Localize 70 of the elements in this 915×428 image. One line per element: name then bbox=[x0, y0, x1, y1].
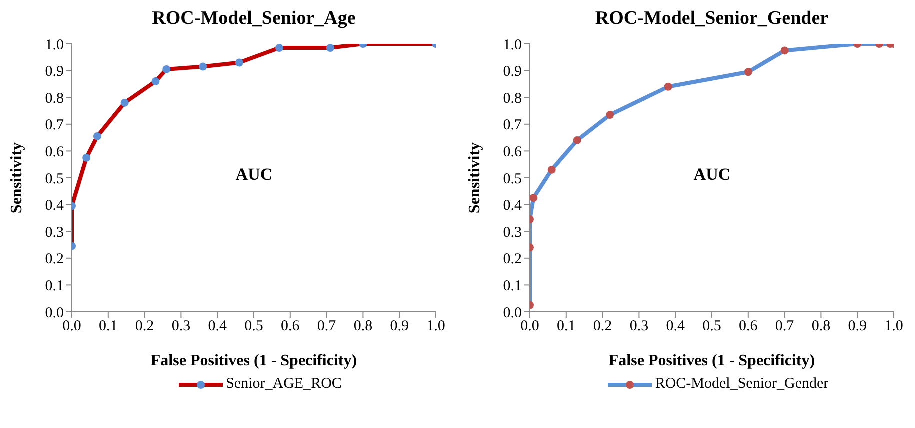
chart-title: ROC-Model_Senior_Gender bbox=[594, 8, 830, 31]
x-tick-label: 0.4 bbox=[666, 318, 686, 335]
legend-label: ROC-Model_Senior_Gender bbox=[655, 376, 829, 393]
point bbox=[235, 58, 244, 67]
x-tick-label: 0.6 bbox=[281, 318, 300, 335]
x-tick-label: 0.8 bbox=[812, 318, 831, 335]
annotation: AUC bbox=[236, 164, 273, 185]
y-axis-title: Sensitivity bbox=[466, 142, 484, 214]
point bbox=[780, 46, 789, 55]
x-tick-label: 0.9 bbox=[390, 318, 409, 335]
y-tick-label: 0.9 bbox=[45, 64, 64, 80]
x-tick-label: 0.8 bbox=[354, 318, 373, 335]
point bbox=[326, 44, 334, 52]
point bbox=[606, 111, 614, 120]
point bbox=[530, 194, 538, 202]
x-tick-label: 0.2 bbox=[593, 318, 612, 335]
y-tick-label: 0.4 bbox=[45, 198, 64, 214]
y-tick-label: 0.9 bbox=[503, 64, 522, 80]
y-tick-label: 0.5 bbox=[503, 171, 522, 188]
y-tick-label: 0.0 bbox=[503, 305, 522, 322]
x-tick-label: 0.3 bbox=[172, 318, 191, 335]
x-tick-label: 0.9 bbox=[848, 318, 867, 335]
x-tick-label: 0.7 bbox=[317, 318, 337, 335]
x-tick-label: 0.5 bbox=[244, 318, 264, 335]
y-tick-label: 0.2 bbox=[503, 252, 522, 268]
chart-title: ROC-Model_Senior_Age bbox=[151, 8, 357, 31]
y-tick-label: 0.7 bbox=[45, 118, 64, 134]
point bbox=[199, 62, 208, 71]
point bbox=[93, 132, 102, 140]
y-tick-label: 0.2 bbox=[45, 252, 64, 268]
x-tick-label: 0.7 bbox=[775, 318, 795, 335]
y-tick-label: 1.0 bbox=[503, 37, 522, 54]
y-tick-label: 0.6 bbox=[503, 144, 522, 161]
legend-label: Senior_AGE_ROC bbox=[226, 376, 342, 393]
y-tick-label: 0.1 bbox=[503, 278, 522, 295]
y-tick-label: 0.8 bbox=[503, 90, 522, 107]
x-tick-label: 0.5 bbox=[702, 318, 722, 335]
point bbox=[152, 78, 160, 86]
point bbox=[573, 136, 582, 144]
y-tick-label: 0.7 bbox=[503, 118, 522, 134]
y-tick-label: 1.0 bbox=[45, 37, 64, 54]
y-tick-label: 0.8 bbox=[45, 90, 64, 107]
y-axis-title: Sensitivity bbox=[8, 142, 26, 214]
point bbox=[548, 166, 556, 174]
y-tick-label: 0.4 bbox=[503, 198, 522, 214]
point bbox=[162, 65, 171, 74]
x-tick-label: 0.1 bbox=[99, 318, 118, 335]
y-tick-label: 0.3 bbox=[45, 224, 64, 241]
x-axis-title: False Positives (1 - Specificity) bbox=[608, 352, 816, 370]
annotation: AUC bbox=[694, 164, 731, 185]
x-tick-label: 0.1 bbox=[557, 318, 576, 335]
y-tick-label: 0.3 bbox=[503, 224, 522, 241]
x-tick-label: 0.2 bbox=[135, 318, 154, 335]
x-tick-label: 0.0 bbox=[520, 318, 540, 335]
y-tick-label: 0.5 bbox=[45, 171, 64, 188]
y-tick-label: 0.6 bbox=[45, 144, 64, 161]
point bbox=[275, 44, 284, 52]
x-tick-label: 1.0 bbox=[884, 318, 904, 335]
point bbox=[120, 98, 129, 107]
x-tick-label: 0.3 bbox=[630, 318, 649, 335]
x-tick-label: 1.0 bbox=[426, 318, 446, 335]
point bbox=[82, 154, 91, 162]
x-tick-label: 0.4 bbox=[208, 318, 228, 335]
x-axis-title: False Positives (1 - Specificity) bbox=[150, 352, 358, 370]
x-tick-label: 0.6 bbox=[739, 318, 758, 335]
x-tick-label: 0.0 bbox=[62, 318, 82, 335]
y-tick-label: 0.0 bbox=[45, 305, 64, 322]
point bbox=[744, 68, 752, 76]
point bbox=[664, 82, 672, 91]
y-tick-label: 0.1 bbox=[45, 278, 64, 295]
